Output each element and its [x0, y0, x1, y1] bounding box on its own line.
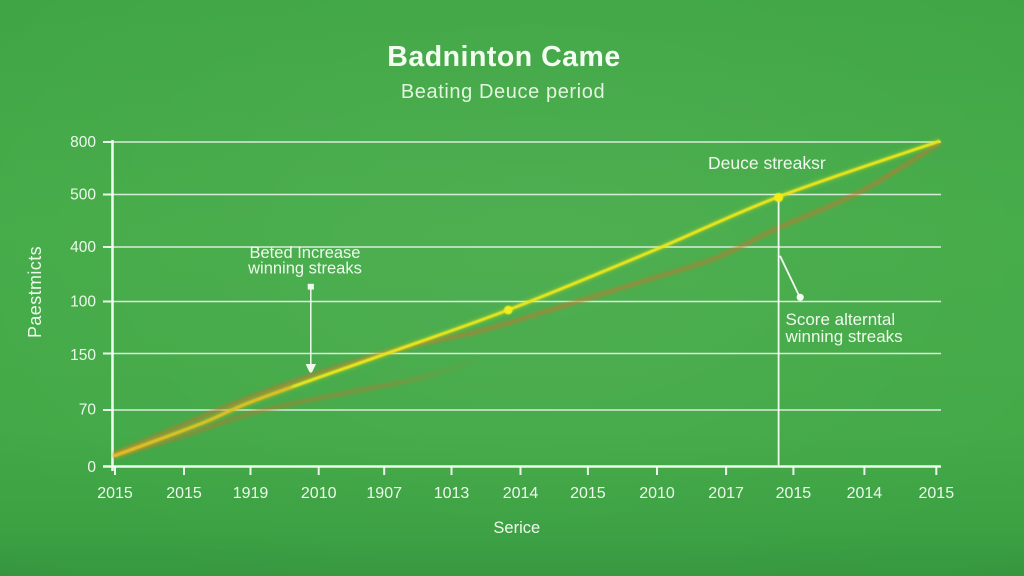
svg-text:2014: 2014: [503, 485, 539, 502]
svg-text:2015: 2015: [919, 485, 955, 502]
svg-text:2014: 2014: [847, 485, 883, 502]
svg-text:150: 150: [70, 347, 96, 364]
svg-text:2015: 2015: [97, 485, 133, 502]
svg-text:400: 400: [70, 239, 96, 256]
svg-text:Badninton Came: Badninton Came: [387, 41, 620, 73]
svg-text:2017: 2017: [708, 485, 744, 502]
svg-text:2015: 2015: [166, 485, 202, 502]
svg-text:1907: 1907: [366, 485, 402, 502]
svg-text:500: 500: [70, 187, 96, 204]
svg-text:100: 100: [70, 294, 96, 311]
svg-text:2015: 2015: [776, 485, 812, 502]
svg-text:0: 0: [87, 459, 96, 476]
svg-text:Serice: Serice: [493, 519, 540, 537]
svg-text:2015: 2015: [570, 485, 606, 502]
svg-text:2010: 2010: [301, 485, 337, 502]
svg-text:winning streaks: winning streaks: [247, 260, 362, 278]
svg-text:1919: 1919: [233, 485, 269, 502]
svg-text:Paestmicts: Paestmicts: [25, 246, 45, 338]
svg-text:Beted Increase: Beted Increase: [250, 244, 361, 262]
svg-text:1013: 1013: [434, 485, 470, 502]
svg-text:800: 800: [70, 134, 96, 151]
svg-text:70: 70: [79, 402, 97, 419]
svg-text:Beating Deuce period: Beating Deuce period: [401, 81, 605, 103]
svg-text:winning streaks: winning streaks: [785, 327, 903, 346]
svg-text:Score alterntal: Score alterntal: [786, 310, 896, 329]
svg-text:Deuce streaksr: Deuce streaksr: [708, 153, 826, 173]
svg-text:2010: 2010: [639, 485, 675, 502]
